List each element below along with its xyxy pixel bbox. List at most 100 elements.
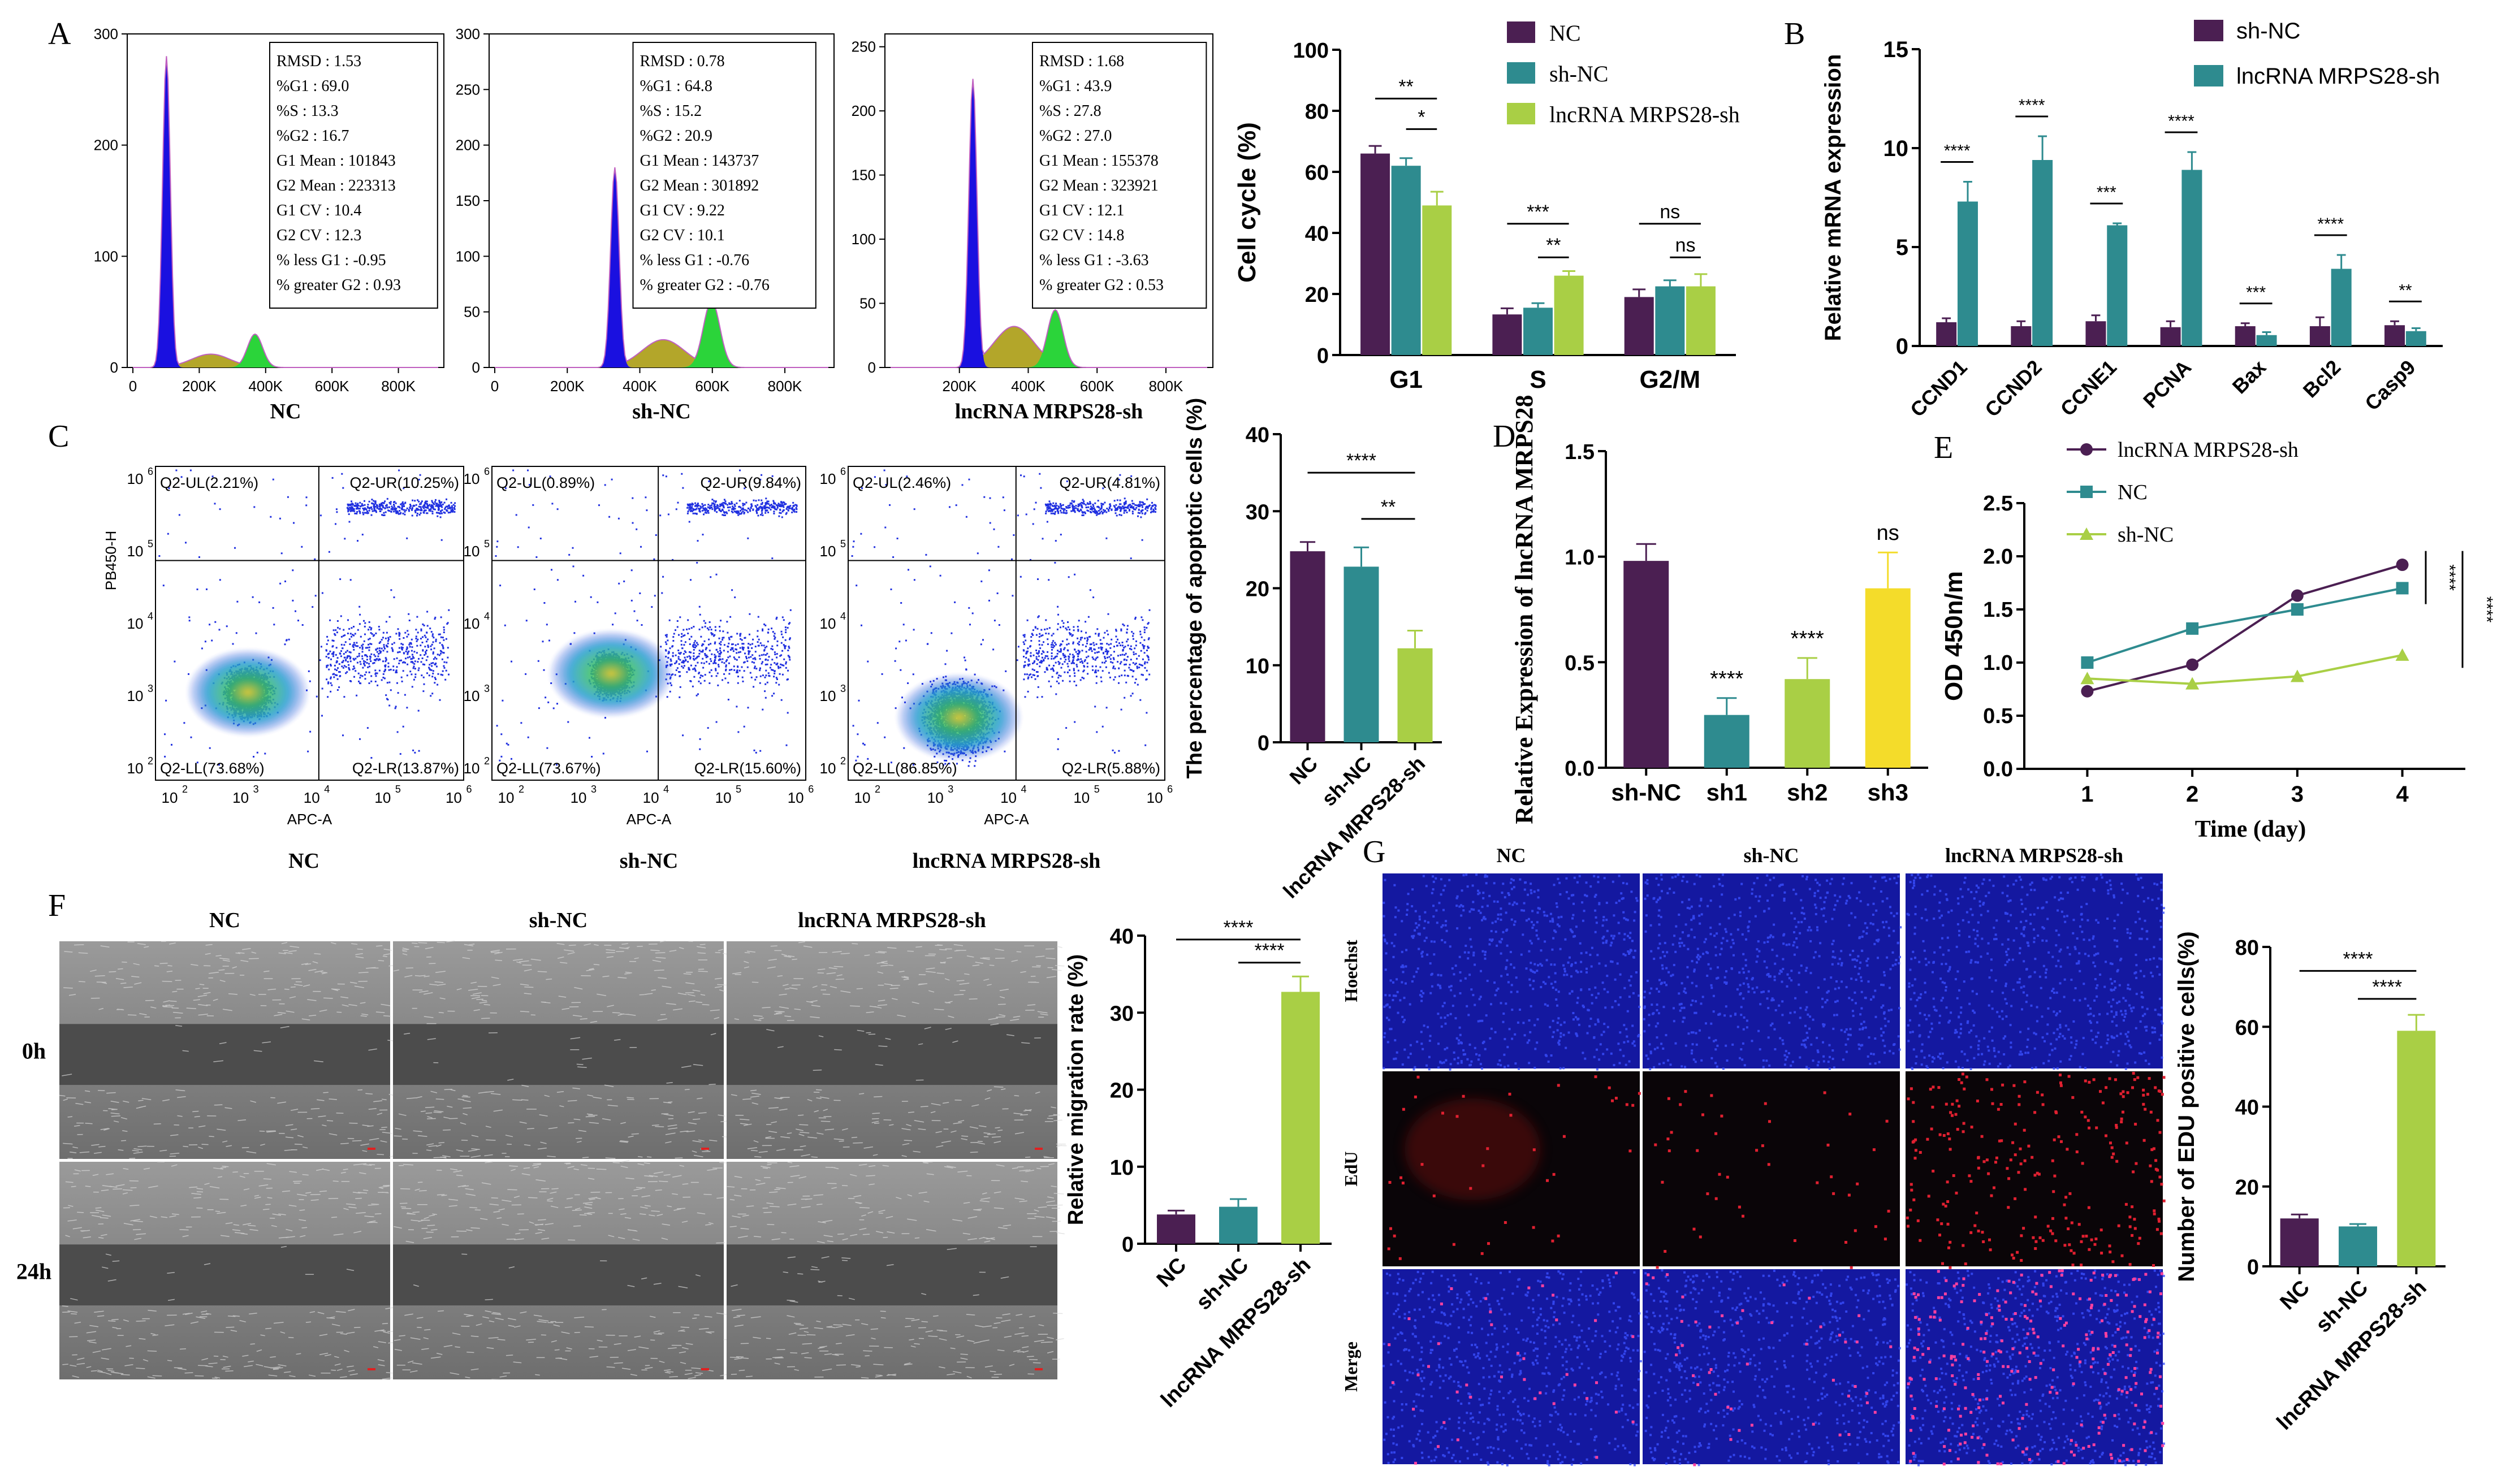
- y-tick-label: 10: [1110, 1156, 1134, 1180]
- image-background: [1383, 1269, 1640, 1464]
- x-tick-label: 200K: [942, 378, 977, 395]
- bar: [2405, 331, 2426, 346]
- y-tick-exponent: 3: [148, 683, 153, 694]
- nuclei: [1643, 873, 1902, 1071]
- wound-gap: [59, 1024, 390, 1085]
- y-tick-label: 20: [1110, 1079, 1134, 1103]
- y-tick-label: 0: [1258, 732, 1269, 755]
- y-axis-label: OD 450n/m: [1940, 571, 1968, 701]
- significance-label: **: [2399, 281, 2412, 300]
- y-tick-label: 0.5: [1983, 704, 2013, 728]
- x-tick-label: 10: [1147, 789, 1163, 806]
- y-axis-label: Relative mRNA expression: [1821, 54, 1846, 341]
- red-glow: [1405, 1098, 1541, 1200]
- x-tick-label: 10: [374, 789, 391, 806]
- scale-bar: [1035, 1368, 1043, 1370]
- stats-line: % greater G2 : -0.76: [640, 276, 770, 294]
- y-tick-label: 80: [1305, 100, 1329, 124]
- x-tick-label: sh-NC: [1192, 1253, 1254, 1315]
- legend-label: lncRNA MRPS28-sh: [1549, 102, 1740, 127]
- bar: [1554, 275, 1584, 355]
- quadrant-label: Q2-LR(15.60%): [694, 760, 801, 777]
- stats-line: G2 Mean : 301892: [640, 177, 759, 194]
- bar: [2339, 1226, 2377, 1266]
- x-tick-label: 800K: [1149, 378, 1183, 395]
- bar-chart-apoptosis: 0 10 20 30 40 The percentage of apoptotic cel…: [1183, 398, 1442, 903]
- bar: [2160, 327, 2181, 346]
- y-tick-exponent: 3: [484, 683, 490, 694]
- y-tick-label: 60: [2235, 1016, 2259, 1040]
- panel-letter: E: [1934, 430, 1953, 465]
- y-tick-label: 20: [1246, 578, 1269, 602]
- histogram-label: NC: [270, 400, 301, 423]
- y-tick-label: 10: [820, 543, 836, 560]
- plot-frame: [491, 466, 806, 781]
- y-axis-label: Relative migration rate (%): [1064, 954, 1088, 1225]
- y-tick-label: 0: [868, 359, 876, 376]
- y-tick-label: 10: [464, 470, 480, 487]
- stats-line: %S : 27.8: [1039, 102, 1101, 120]
- x-tick-label: NC: [1152, 1253, 1191, 1292]
- image-background: [1643, 1071, 1900, 1266]
- line-chart-cck8: 0.0 0.5 1.0 1.5 2.0 2.5 1 2 3 4 Time (day) OD 450n/…: [1940, 438, 2496, 842]
- cell-cycle-histogram: 0 100 200 300 0 200K 400K 600K 800K RMSD : 1.53 %G…: [94, 25, 444, 423]
- stats-box: [1032, 42, 1207, 309]
- hist-fit-curve: [891, 79, 1207, 368]
- panel-letter: F: [48, 888, 66, 923]
- y-tick-exponent: 2: [148, 755, 153, 767]
- x-tick-exponent: 3: [591, 784, 597, 795]
- stats-line: % greater G2 : 0.53: [1039, 276, 1164, 294]
- significance-label: ns: [1675, 235, 1696, 256]
- column-label: NC: [1497, 844, 1526, 867]
- bar: [2256, 335, 2277, 346]
- microscopy-image: [59, 1161, 395, 1380]
- y-tick-label: 40: [1246, 423, 1269, 447]
- wound-gap: [393, 1244, 724, 1306]
- y-tick-label: 10: [820, 615, 836, 632]
- bar: [1157, 1214, 1195, 1244]
- hist-s-phase: [495, 339, 828, 367]
- x-tick-exponent: 3: [253, 784, 259, 795]
- microscopy-image: [727, 1161, 1065, 1379]
- fluorescence-image: [1383, 1269, 1642, 1466]
- x-tick-label: 200K: [550, 378, 585, 395]
- x-tick-exponent: 2: [875, 784, 880, 795]
- bar: [1785, 679, 1830, 768]
- bar: [1957, 201, 1978, 346]
- stats-line: %G1 : 43.9: [1039, 77, 1112, 95]
- legend-swatch: [2194, 65, 2223, 86]
- y-tick-label: 200: [456, 137, 480, 154]
- x-tick-label: 10: [304, 789, 320, 806]
- x-tick-label: CCND2: [1980, 356, 2046, 422]
- stats-line: %G1 : 64.8: [640, 77, 712, 95]
- cell-texture: [727, 1161, 1065, 1379]
- x-tick-exponent: 2: [182, 784, 188, 795]
- significance-label: ****: [1224, 917, 1254, 938]
- x-tick-exponent: 3: [948, 784, 953, 795]
- legend-label: sh-NC: [1549, 61, 1608, 86]
- stats-box: [632, 42, 816, 309]
- y-tick-exponent: 5: [148, 538, 153, 550]
- significance-label: ****: [1255, 940, 1285, 962]
- y-tick-label: 10: [464, 760, 480, 777]
- fluorescence-image: [1643, 873, 1902, 1071]
- y-tick-label: 40: [1305, 222, 1329, 246]
- x-tick-label: 0: [491, 378, 499, 395]
- bar: [2309, 326, 2330, 346]
- bar: [1391, 166, 1421, 355]
- flow-label: NC: [288, 849, 319, 873]
- column-label: lncRNA MRPS28-sh: [798, 908, 986, 932]
- x-tick-label: 10: [643, 789, 659, 806]
- x-axis-label: Time (day): [2195, 816, 2306, 842]
- y-tick-label: 0: [1896, 334, 1908, 359]
- fluorescence-image: [1383, 1071, 1641, 1266]
- bar: [1397, 648, 1433, 742]
- legend-label: sh-NC: [2236, 19, 2300, 44]
- image-background: [1906, 1269, 2163, 1464]
- x-tick-label: 10: [788, 789, 804, 806]
- x-tick-label: 800K: [381, 378, 416, 395]
- y-tick-label: 150: [456, 192, 480, 209]
- scale-bar: [701, 1148, 709, 1150]
- cell-texture: [731, 941, 1067, 1158]
- y-tick-label: 80: [2235, 936, 2259, 960]
